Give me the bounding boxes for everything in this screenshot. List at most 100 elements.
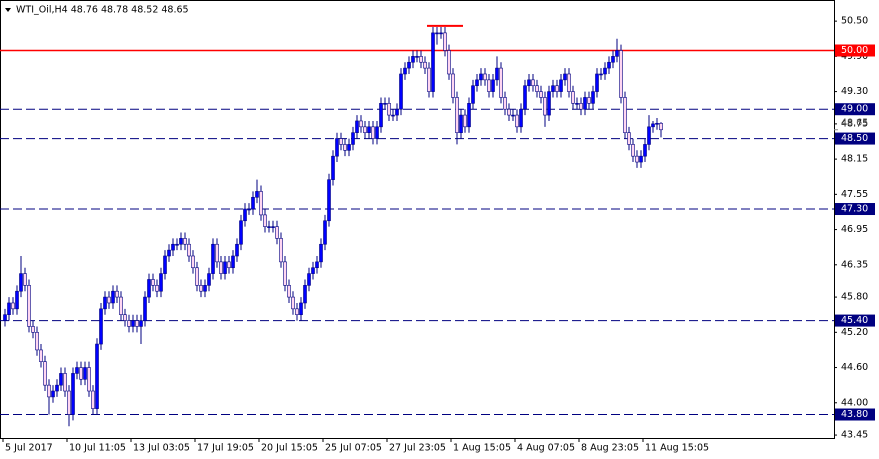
x-tick-label: 17 Jul 19:05: [197, 443, 254, 454]
candle-body: [403, 67, 407, 75]
candle-body: [227, 261, 231, 269]
candle-body: [335, 138, 339, 157]
candle-body: [67, 390, 71, 415]
level-tag: [835, 103, 875, 116]
candle-body: [611, 56, 615, 63]
candle-body: [239, 220, 243, 245]
y-tick-label: 45.20: [841, 327, 868, 338]
candle-body: [275, 226, 279, 239]
candle-body: [259, 191, 263, 216]
candle-body: [247, 208, 251, 211]
candle-body: [375, 126, 379, 139]
candle-body: [307, 273, 311, 286]
candle-body: [539, 91, 543, 98]
candle-body: [367, 126, 371, 133]
candle-body: [271, 226, 275, 228]
candle-body: [311, 267, 315, 274]
candle-body: [431, 32, 435, 92]
candle-body: [447, 50, 451, 75]
candle-body: [195, 267, 199, 286]
level-label: 48.50: [841, 133, 868, 144]
candle-body: [75, 367, 79, 374]
candle-body: [127, 320, 131, 327]
x-tick-label: 13 Jul 03:05: [133, 443, 190, 454]
candle-body: [223, 261, 227, 274]
level-label: 43.80: [841, 409, 868, 420]
y-tick-label: 49.30: [841, 86, 868, 97]
candle-body: [559, 79, 563, 92]
candle-body: [55, 384, 59, 392]
candle-body: [203, 285, 207, 292]
candle-body: [519, 108, 523, 128]
candle-body: [303, 285, 307, 304]
candle-body: [39, 349, 43, 362]
candle-body: [99, 308, 103, 345]
candle-body: [187, 243, 191, 257]
candle-body: [607, 61, 611, 69]
candle-body: [243, 208, 247, 222]
candle-body: [11, 302, 15, 310]
candle-body: [163, 255, 167, 274]
candle-body: [71, 373, 75, 415]
candle-body: [479, 73, 483, 81]
level-tag: [835, 132, 875, 145]
candle-body: [43, 361, 47, 386]
candle-body: [543, 97, 547, 116]
candle-body: [567, 73, 571, 92]
candle-body: [451, 73, 455, 98]
candle-body: [455, 97, 459, 133]
candle-body: [139, 320, 143, 327]
candle-body: [231, 255, 235, 269]
candle-body: [407, 61, 411, 69]
candle-body: [535, 85, 539, 92]
candle-body: [135, 320, 139, 327]
level-tag: [835, 408, 875, 421]
candle-body: [531, 79, 535, 87]
x-tick-label: 1 Aug 15:05: [453, 443, 511, 454]
candle-body: [87, 367, 91, 392]
candle-body: [507, 108, 511, 116]
x-tick-label: 4 Aug 07:05: [517, 443, 575, 454]
y-tick-label: 44.00: [841, 397, 868, 408]
candle-body: [427, 67, 431, 92]
menu-arrow: [5, 8, 11, 12]
candle-body: [443, 32, 447, 51]
candle-body: [59, 373, 63, 386]
candle-body: [191, 255, 195, 269]
y-tick-label: 46.35: [841, 259, 868, 270]
candle-body: [499, 67, 503, 98]
candle-body: [63, 373, 67, 392]
candle-body: [419, 56, 423, 63]
candle-body: [235, 243, 239, 257]
candle-body: [91, 390, 95, 409]
candle-body: [83, 367, 87, 380]
y-tick-label: 48.75: [841, 118, 868, 129]
x-tick-label: 5 Jul 2017: [5, 443, 53, 454]
candle-body: [167, 249, 171, 257]
candle-body: [459, 114, 463, 133]
candle-body: [615, 50, 619, 57]
level-tag: [835, 203, 875, 216]
candle-body: [575, 103, 579, 105]
candle-body: [115, 290, 119, 298]
candle-body: [647, 126, 651, 145]
candle-body: [3, 314, 7, 321]
candle-body: [599, 73, 603, 76]
candle-body: [423, 61, 427, 69]
candle-body: [371, 126, 375, 139]
candle-body: [583, 97, 587, 110]
candle-body: [315, 261, 319, 269]
candle-body: [323, 220, 327, 245]
candle-body: [511, 114, 515, 117]
y-tick-label: 44.60: [841, 362, 868, 373]
candle-body: [523, 85, 527, 110]
x-tick-label: 25 Jul 07:05: [325, 443, 382, 454]
candle-body: [251, 196, 255, 210]
candle-body: [119, 296, 123, 316]
candle-body: [339, 138, 343, 145]
candle-body: [383, 103, 387, 105]
candle-body: [295, 308, 299, 316]
candle-body: [79, 367, 83, 380]
candle-body: [515, 114, 519, 128]
y-tick-label: 47.55: [841, 189, 868, 200]
